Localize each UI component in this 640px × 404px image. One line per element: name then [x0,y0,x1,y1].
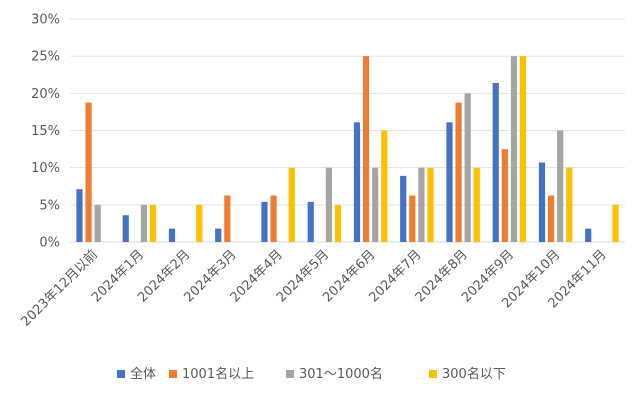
x-axis-tick-labels: 2023年12月以前2024年1月2024年2月2024年3月2024年4月20… [18,247,610,330]
bar [362,56,370,242]
y-tick-label: 0% [39,236,60,251]
bar [381,130,388,242]
bar [566,167,573,242]
legend-swatch [117,370,125,378]
bar [196,204,203,242]
bar [122,215,129,242]
y-tick-label: 15% [31,124,60,139]
y-tick-label: 5% [39,198,60,213]
gridlines [70,18,625,243]
bar [557,130,564,242]
bar [224,195,231,242]
bar [427,167,434,242]
bar [94,204,101,242]
legend-label: 1001名以上 [182,366,254,382]
bar [519,56,527,242]
y-tick-label: 25% [31,50,60,65]
bar [510,56,518,242]
bar [492,82,499,242]
legend-label: 300名以下 [442,366,506,382]
x-tick-label: 2023年12月以前 [18,247,101,330]
legend-label: 301～1000名 [299,366,383,382]
y-tick-label: 10% [31,161,60,176]
bar [547,195,555,242]
bar [455,102,462,242]
bars [76,56,619,242]
bar [85,102,92,242]
bar [409,195,416,242]
bar [538,162,546,242]
legend-label: 全体 [130,366,156,382]
legend-swatch [169,370,177,378]
y-tick-label: 20% [31,87,60,102]
bar [149,204,157,242]
bar [585,228,592,242]
bar [501,149,508,242]
bar [473,167,480,242]
bar [307,201,314,242]
y-axis-tick-labels: 0% 5% 10% 15% 20% 25% 30% [31,13,60,251]
bar [612,204,619,242]
bar [288,167,295,242]
bar [334,204,342,242]
bar [418,167,425,242]
y-tick-label: 30% [31,13,60,28]
bar [261,201,268,242]
legend-swatch [286,370,294,378]
bar [168,228,176,242]
bar [464,93,471,242]
legend: 全体 1001名以上 301～1000名 300名以下 [117,366,506,382]
bar [215,228,222,242]
bar [270,195,277,242]
bar [140,204,148,242]
bar [76,189,83,242]
bar [325,167,333,242]
bar [353,122,361,242]
bar [400,175,407,242]
bar [446,122,453,242]
legend-swatch [429,370,437,378]
bar [372,167,379,242]
